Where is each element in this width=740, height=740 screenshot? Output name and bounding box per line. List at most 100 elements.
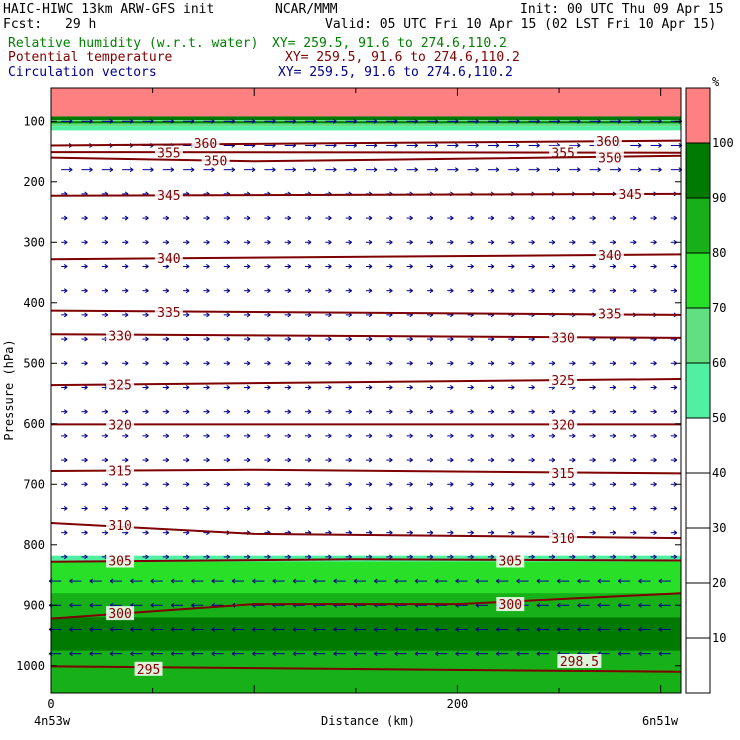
wind-vector-head [409,506,413,511]
wind-vector-head [510,360,515,366]
wind-vector-head [145,239,149,245]
wind-vector-head [63,336,68,342]
wind-vector-head [84,530,88,536]
wind-vector-head [470,360,474,366]
wind-vector-head [475,118,479,124]
wind-vector-head [455,627,459,632]
rh-region-50 [51,126,681,131]
wind-vector-head [69,627,73,632]
fcst-value: 29 h [65,17,97,32]
wind-vector-head [333,627,337,632]
y-tick-label: 100 [23,114,45,128]
wind-vector-head [206,433,210,439]
field-theta-name: Potential temperature [8,50,173,65]
wind-vector-head [206,264,210,269]
theta-label-bg [549,465,578,480]
wind-vector-head [653,506,657,511]
wind-vector-head [145,554,149,560]
wind-vector-head [597,118,601,124]
theta-label: 295 [137,663,160,678]
wind-vector-head [185,385,190,390]
wind-vector-head [104,360,109,366]
theta-contour-310 [50,522,682,540]
wind-vector-head [394,167,398,173]
wind-vector-head [531,481,535,487]
wind-vector-head [124,288,129,294]
wind-vector-head [632,215,637,221]
wind-vector-head [414,578,419,584]
wind-vector-head [287,336,291,342]
wind-vector-head [368,360,373,366]
wind-vector-head [206,360,210,366]
wind-vector-head [246,433,251,439]
wind-vector-head [292,627,297,632]
wind-vector-head [328,336,332,342]
wind-vector-head [653,433,657,439]
wind-vector-head [165,409,170,415]
wind-vector-head [617,578,622,584]
wind-vector-head [551,239,556,245]
wind-vector-head [551,506,556,511]
theta-label: 300 [499,598,522,613]
wind-vector-head [475,578,480,584]
wind-vector-head [429,530,434,536]
wind-vector-head [287,215,291,221]
theta-label-bg [549,145,578,160]
wind-vector-head [63,433,68,439]
wind-vector-head [516,578,520,584]
wind-vector-head [63,409,68,415]
y-tick-label: 300 [23,235,45,249]
wind-vector-head [272,167,276,173]
wind-vector-head [206,506,210,511]
wind-vector-head [658,651,663,657]
wind-vector-head [673,554,678,560]
wind-vector-head [632,239,637,245]
wind-vector-head [434,143,439,148]
wind-vector-head [510,481,515,487]
wind-vector-head [632,457,637,463]
wind-vector-head [551,481,556,487]
wind-vector-head [307,433,312,439]
wind-vector-head [287,433,291,439]
theta-contour-335 [50,309,682,316]
wind-vector-head [653,554,657,560]
wind-vector-head [495,167,500,173]
theta-label-bg [593,134,622,149]
wind-vector-head [638,602,642,608]
wind-vector-head [576,143,581,148]
theta-label: 345 [618,188,641,203]
wind-vector-head [389,457,393,463]
theta-label: 330 [108,329,131,344]
x-right-location: 6n51w [642,714,679,728]
wind-vector-head [592,554,596,560]
wind-vector-head [450,288,454,294]
wind-vector-head [226,409,231,415]
wind-vector-head [191,578,195,584]
wind-vector-head [516,651,520,657]
wind-vector-head [653,215,657,221]
wind-vector-head [490,288,495,294]
wind-vector-head [551,288,556,294]
theta-label: 305 [499,555,522,570]
colorbar-tick-label: 100 [712,136,734,150]
wind-vector-head [455,118,459,124]
wind-vector-head [165,385,170,390]
wind-vector-head [307,481,312,487]
wind-vector-head [267,336,271,342]
wind-vector-head [165,360,170,366]
wind-vector-head [129,167,134,173]
wind-vector-head [104,215,109,221]
wind-vector-head [592,215,596,221]
y-tick-label: 800 [23,538,45,552]
wind-vector-head [206,481,210,487]
wind-vector-head [658,143,662,148]
wind-vector-head [89,651,94,657]
theta-label: 315 [551,467,574,482]
wind-vector-head [272,651,276,657]
wind-vector-head [145,409,149,415]
wind-vector-head [409,433,413,439]
wind-vector-head [287,457,291,463]
wind-vector-head [653,264,657,269]
wind-vector-head [84,215,88,221]
wind-vector-head [612,457,617,463]
